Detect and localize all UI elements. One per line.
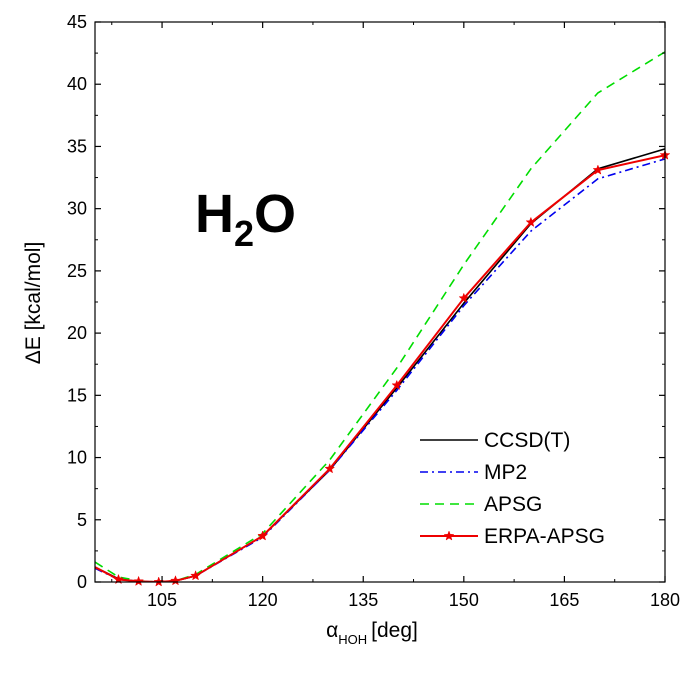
- legend: CCSD(T) MP2 APSG ERPA-APSG: [420, 429, 605, 548]
- series-line-ccsd-t: [95, 148, 665, 582]
- series-point-erpa-apsg: [525, 216, 537, 227]
- x-axis-symbol: α: [326, 619, 338, 642]
- x-tick-label: 120: [248, 590, 278, 610]
- y-tick-label: 0: [77, 572, 87, 592]
- y-tick-label: 10: [67, 448, 87, 468]
- y-tick-label: 5: [77, 510, 87, 530]
- x-tick-label: 150: [449, 590, 479, 610]
- series-point-erpa-apsg: [458, 292, 470, 303]
- series-layer: [95, 51, 671, 587]
- y-axis-title: ΔE [kcal/mol]: [22, 242, 45, 365]
- legend-label-ccsd-t: CCSD(T): [484, 429, 570, 452]
- x-tick-label: 105: [147, 590, 177, 610]
- series-line-mp2: [95, 158, 665, 582]
- x-axis-title: αHOH [deg]: [326, 619, 418, 647]
- x-tick-label: 135: [348, 590, 378, 610]
- x-tick-label: 180: [650, 590, 680, 610]
- series-point-erpa-apsg: [170, 575, 181, 586]
- annotation-subscript: 2: [234, 213, 254, 254]
- series-point-erpa-apsg: [257, 530, 269, 541]
- series-point-erpa-apsg: [324, 463, 336, 474]
- series-line-apsg: [95, 51, 665, 582]
- y-tick-label: 35: [67, 136, 87, 156]
- annotation-label: H2O: [195, 184, 296, 254]
- x-axis-subscript: HOH: [338, 632, 367, 647]
- ticks-layer: 105 120 135 150 165 180 0 5 10 15 20 25 30 35 40 45: [67, 12, 680, 610]
- series-point-erpa-apsg: [391, 379, 403, 390]
- y-tick-label: 15: [67, 385, 87, 405]
- y-tick-label: 30: [67, 199, 87, 219]
- y-tick-label: 45: [67, 12, 87, 32]
- series-point-erpa-apsg: [190, 570, 201, 581]
- y-tick-label: 25: [67, 261, 87, 281]
- x-axis-unit: [deg]: [371, 619, 418, 642]
- y-tick-label: 20: [67, 323, 87, 343]
- series-point-erpa-apsg: [592, 164, 604, 175]
- y-tick-label: 40: [67, 74, 87, 94]
- x-tick-label: 165: [549, 590, 579, 610]
- legend-label-erpa-apsg: ERPA-APSG: [484, 525, 605, 548]
- series-line-erpa-apsg: [95, 154, 665, 582]
- annotation-tail: O: [254, 184, 296, 244]
- series-point-erpa-apsg: [133, 575, 144, 586]
- legend-label-apsg: APSG: [484, 493, 542, 516]
- plot-frame: [94, 21, 666, 583]
- legend-marker-erpa-apsg: [443, 530, 455, 541]
- legend-label-mp2: MP2: [484, 461, 527, 484]
